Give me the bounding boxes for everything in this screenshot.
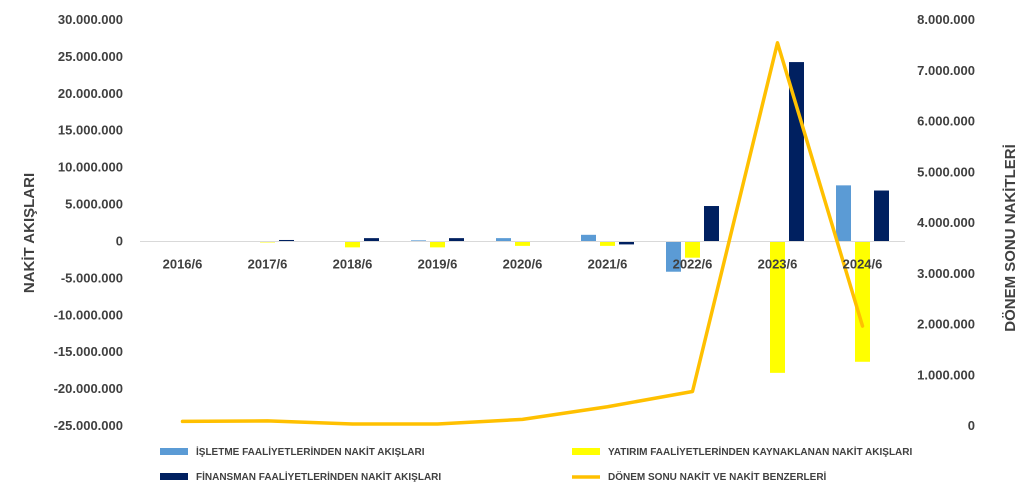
category-label: 2019/6 — [418, 256, 458, 271]
right-tick-label: 7.000.000 — [917, 63, 975, 78]
bar-series-2-2023-6 — [770, 241, 785, 373]
category-label: 2022/6 — [673, 256, 713, 271]
left-tick-label: 25.000.000 — [58, 49, 123, 64]
legend-label: FİNANSMAN FAALİYETLERİNDEN NAKİT AKIŞLAR… — [196, 470, 441, 483]
bar-series-1-2020-6 — [496, 238, 511, 242]
left-tick-label: 30.000.000 — [58, 12, 123, 27]
left-tick-label: -20.000.000 — [54, 381, 123, 396]
category-labels: 2016/6 2017/6 2018/6 2019/6 2020/6 2021/6 2022… — [163, 256, 883, 271]
legend-label: İŞLETME FAALİYETLERİNDEN NAKİT AKIŞLARI — [196, 445, 425, 458]
bar-series-3-2017-6 — [279, 239, 294, 242]
bar-series-3-2021-6 — [619, 241, 634, 245]
left-tick-label: -25.000.000 — [54, 418, 123, 433]
legend-swatch — [572, 448, 600, 455]
right-tick-label: 3.000.000 — [917, 266, 975, 281]
bar-series — [260, 62, 889, 373]
legend-swatch — [160, 473, 188, 480]
right-tick-label: 0 — [968, 418, 975, 433]
category-label: 2023/6 — [758, 256, 798, 271]
legend-swatch — [160, 448, 188, 455]
legend-label: DÖNEM SONU NAKİT VE NAKİT BENZERLERİ — [608, 470, 827, 483]
right-tick-label: 2.000.000 — [917, 317, 975, 332]
left-tick-label: -15.000.000 — [54, 344, 123, 359]
bar-series-1-2021-6 — [581, 234, 596, 242]
bar-series-2-2018-6 — [345, 241, 360, 248]
category-label: 2021/6 — [588, 256, 628, 271]
bar-series-3-2018-6 — [364, 238, 379, 242]
category-label: 2024/6 — [843, 256, 883, 271]
bar-series-1-2022-6 — [666, 241, 681, 272]
bar-series-2-2019-6 — [430, 241, 445, 248]
bar-series-2-2022-6 — [685, 241, 700, 258]
bar-series-3-2024-6 — [874, 190, 889, 242]
bar-series-1-2019-6 — [411, 240, 426, 242]
category-label: 2020/6 — [503, 256, 543, 271]
right-tick-label: 1.000.000 — [917, 367, 975, 382]
right-axis-title: DÖNEM SONU NAKİTLERİ — [1002, 144, 1019, 332]
left-tick-label: 5.000.000 — [65, 197, 123, 212]
category-label: 2018/6 — [333, 256, 373, 271]
left-tick-label: 10.000.000 — [58, 160, 123, 175]
right-tick-label: 4.000.000 — [917, 215, 975, 230]
left-axis-ticks: 30.000.000 25.000.000 20.000.000 15.000.000… — [54, 12, 123, 433]
bar-series-3-2022-6 — [704, 206, 719, 242]
category-label: 2017/6 — [248, 256, 288, 271]
left-axis-title: NAKİT AKIŞLARI — [21, 173, 38, 293]
bar-series-2-2024-6 — [855, 241, 870, 362]
right-tick-label: 8.000.000 — [917, 12, 975, 27]
line-series — [180, 41, 865, 426]
category-label: 2016/6 — [163, 256, 203, 271]
bar-series-3-2023-6 — [789, 62, 804, 242]
bar-series-1-2024-6 — [836, 185, 851, 242]
legend: İŞLETME FAALİYETLERİNDEN NAKİT AKIŞLARI Y… — [160, 445, 912, 483]
left-tick-label: 15.000.000 — [58, 123, 123, 138]
left-tick-label: 0 — [116, 233, 123, 248]
right-axis-ticks: 8.000.000 7.000.000 6.000.000 5.000.000 4.00… — [917, 12, 975, 433]
right-tick-label: 5.000.000 — [917, 164, 975, 179]
left-tick-label: -5.000.000 — [61, 270, 123, 285]
left-tick-label: -10.000.000 — [54, 307, 123, 322]
line-cash-balance — [180, 41, 865, 426]
bar-series-2-2021-6 — [600, 241, 615, 246]
legend-label: YATIRIM FAALİYETLERİNDEN KAYNAKLANAN NAK… — [608, 445, 912, 458]
left-tick-label: 20.000.000 — [58, 86, 123, 101]
bar-series-2-2020-6 — [515, 241, 530, 246]
right-tick-label: 6.000.000 — [917, 114, 975, 129]
bar-series-3-2019-6 — [449, 238, 464, 242]
